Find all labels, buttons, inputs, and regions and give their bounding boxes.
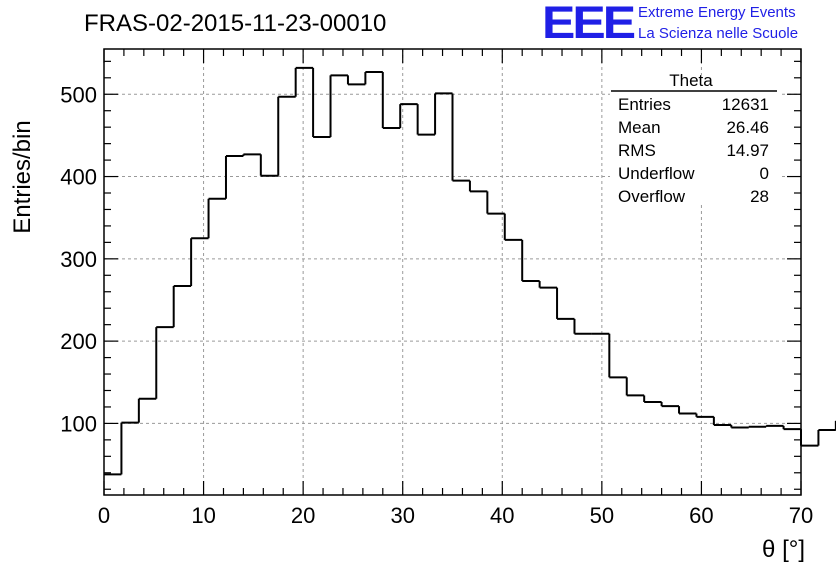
stats-value-underflow: 0 (760, 164, 769, 183)
stats-title: Theta (669, 71, 713, 90)
x-tick-label: 10 (191, 503, 215, 528)
stats-label-underflow: Underflow (618, 164, 695, 183)
x-tick-label: 50 (590, 503, 614, 528)
x-tick-label: 40 (490, 503, 514, 528)
stats-box: Theta Entries 12631 Mean 26.46 RMS 14.97… (610, 71, 780, 206)
logo-text-line2: La Scienza nelle Scuole (638, 25, 799, 42)
plot-frame (103, 48, 802, 496)
x-tick-label: 20 (291, 503, 315, 528)
y-tick-label: 500 (60, 82, 97, 107)
stats-value-mean: 26.46 (726, 118, 769, 137)
y-tick-label: 400 (60, 165, 97, 190)
stats-value-overflow: 28 (750, 187, 769, 206)
stats-label-rms: RMS (618, 141, 656, 160)
histogram-series (104, 66, 836, 476)
x-tick-label: 30 (390, 503, 414, 528)
logo-text-line1: Extreme Energy Events (638, 4, 796, 21)
y-tick-label: 200 (60, 329, 97, 354)
x-tick-label: 70 (789, 503, 813, 528)
y-tick-label: 100 (60, 411, 97, 436)
axis-ticks (103, 49, 802, 495)
eee-logo: EEE (542, 0, 636, 48)
x-axis-label: θ [°] (762, 536, 805, 563)
stats-value-rms: 14.97 (726, 141, 769, 160)
x-tick-label: 60 (689, 503, 713, 528)
tick-labels: 0 10 20 30 40 50 60 70 100 200 300 400 500 (60, 82, 813, 528)
y-axis-label: Entries/bin (9, 120, 36, 233)
stats-label-entries: Entries (618, 95, 671, 114)
stats-label-mean: Mean (618, 118, 661, 137)
stats-label-overflow: Overflow (618, 187, 686, 206)
run-title: FRAS-02-2015-11-23-00010 (84, 10, 387, 37)
x-tick-label: 0 (98, 503, 110, 528)
y-tick-label: 300 (60, 247, 97, 272)
stats-value-entries: 12631 (722, 95, 769, 114)
